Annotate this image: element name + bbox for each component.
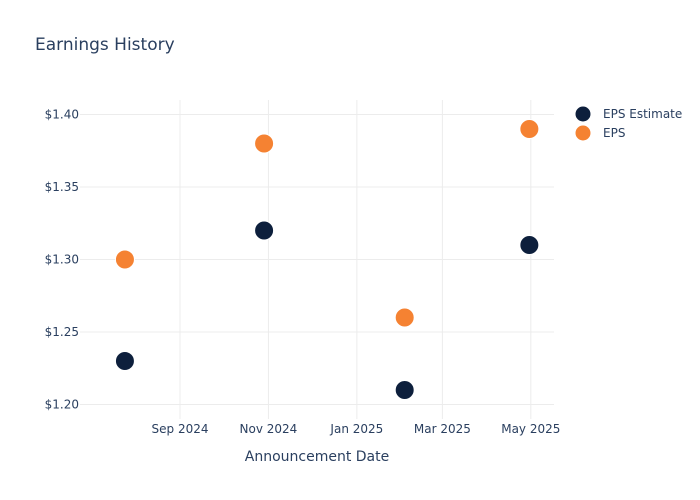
chart-title: Earnings History — [35, 35, 175, 55]
legend-label-eps[interactable]: EPS — [603, 126, 625, 140]
eps-point[interactable] — [519, 119, 540, 139]
y-tick-label: $1.25 — [45, 325, 79, 339]
x-tick-label: Sep 2024 — [152, 422, 209, 436]
y-tick-labels: $1.20 $1.25 $1.30 $1.35 $1.40 — [45, 108, 79, 412]
eps-estimate-point[interactable] — [254, 220, 275, 241]
legend-marker-eps-estimate[interactable] — [574, 105, 592, 123]
y-tick-label: $1.30 — [45, 253, 79, 267]
legend-label-eps-estimate[interactable]: EPS Estimate — [603, 107, 682, 121]
grid-layer — [80, 100, 554, 419]
legend[interactable]: EPS Estimate EPS — [574, 105, 682, 142]
x-tick-label: Mar 2025 — [414, 422, 471, 436]
x-tick-label: Jan 2025 — [329, 422, 383, 436]
y-tick-label: $1.20 — [45, 398, 79, 412]
x-tick-label: Nov 2024 — [240, 422, 298, 436]
x-tick-labels: Sep 2024 Nov 2024 Jan 2025 Mar 2025 May 2025 — [152, 422, 561, 436]
eps-estimate-point[interactable] — [519, 235, 540, 255]
legend-marker-eps[interactable] — [574, 124, 592, 142]
eps-point[interactable] — [254, 133, 275, 154]
x-axis-title: Announcement Date — [245, 449, 389, 465]
y-tick-label: $1.35 — [45, 180, 79, 194]
data-points — [114, 119, 540, 400]
eps-estimate-point[interactable] — [114, 351, 135, 371]
x-tick-label: May 2025 — [501, 422, 560, 436]
eps-point[interactable] — [394, 307, 415, 328]
eps-point[interactable] — [114, 249, 135, 270]
eps-estimate-point[interactable] — [394, 380, 415, 400]
y-tick-label: $1.40 — [45, 108, 79, 122]
